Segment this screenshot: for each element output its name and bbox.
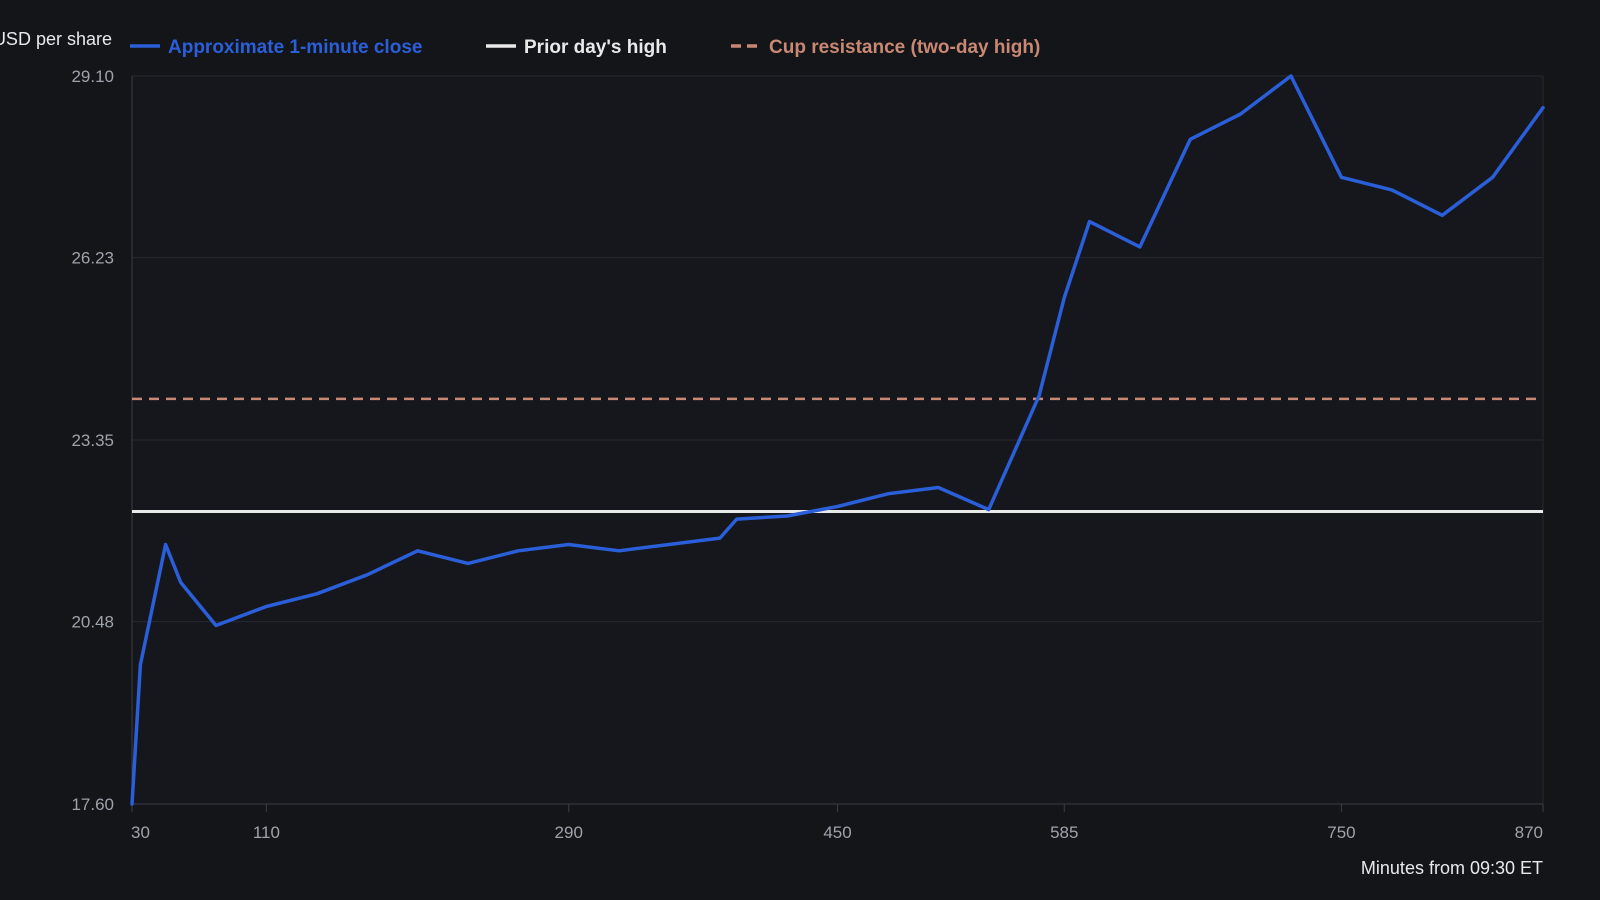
y-axis-title: USD per share (0, 29, 112, 49)
x-tick-label: 585 (1050, 823, 1078, 842)
x-tick-label: 450 (823, 823, 851, 842)
close-price-series (130, 74, 1545, 806)
x-tick-label: 290 (555, 823, 583, 842)
x-tick-label: 750 (1327, 823, 1355, 842)
x-tick-label: 30 (131, 823, 150, 842)
y-tick-label: 23.35 (71, 431, 114, 450)
legend-label: Approximate 1-minute close (168, 37, 422, 58)
legend-label: Cup resistance (two-day high) (769, 37, 1040, 58)
y-tick-label: 17.60 (71, 795, 114, 814)
y-tick-label: 20.48 (71, 613, 114, 632)
x-tick-label: 870 (1515, 823, 1543, 842)
x-axis-title: Minutes from 09:30 ET (1361, 858, 1543, 878)
y-tick-label: 26.23 (71, 249, 114, 268)
x-tick-label: 110 (253, 823, 280, 842)
y-tick-label: 29.10 (71, 67, 114, 86)
legend-label: Prior day's high (524, 37, 667, 58)
